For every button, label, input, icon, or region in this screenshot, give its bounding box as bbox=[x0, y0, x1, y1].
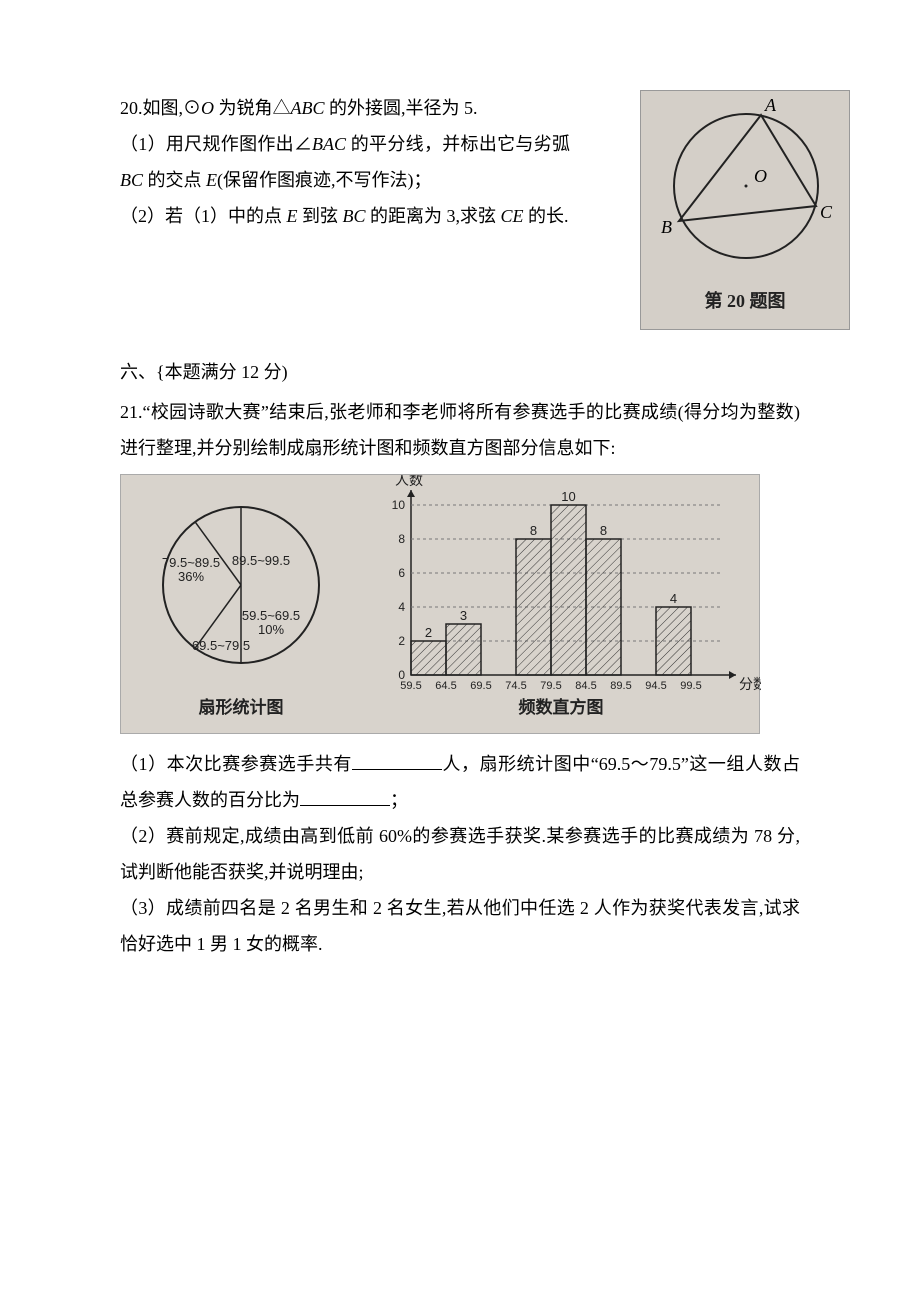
q21-part1: （1）本次比赛参赛选手共有人，扇形统计图中“69.5～79.5”这一组人数占总参… bbox=[120, 746, 800, 818]
q21-part3: （3）成绩前四名是 2 名男生和 2 名女生,若从他们中任选 2 人作为获奖代表… bbox=[120, 890, 800, 962]
q21-p1-a: （1）本次比赛参赛选手共有 bbox=[120, 754, 352, 774]
label-b: B bbox=[661, 217, 672, 237]
q20-p1-d: (保留作图痕迹,不写作法)； bbox=[217, 170, 432, 190]
svg-text:4: 4 bbox=[670, 591, 677, 606]
pie-chart: 89.5~99.5 59.5~69.510% 69.5~79.5 79.5~89.53… bbox=[121, 475, 361, 705]
q20-E: E bbox=[206, 170, 217, 190]
q20-stem-a: 20.如图,⊙ bbox=[120, 98, 201, 118]
q20-BC: BC bbox=[120, 170, 143, 190]
svg-text:6: 6 bbox=[398, 566, 405, 580]
q20-stem: 20.如图,⊙O 为锐角△ABC 的外接圆,半径为 5. bbox=[120, 90, 570, 126]
svg-text:89.5~99.5: 89.5~99.5 bbox=[232, 553, 290, 568]
q20-part2: （2）若（1）中的点 E 到弦 BC 的距离为 3,求弦 CE 的长. bbox=[120, 198, 570, 234]
q21-p1-c: ； bbox=[390, 790, 408, 810]
q20-p1-a: （1）用尺规作图作出∠ bbox=[120, 134, 312, 154]
svg-text:69.5~79.5: 69.5~79.5 bbox=[192, 638, 250, 653]
q20-ABC: ABC bbox=[291, 98, 325, 118]
histogram-chart: 024681059.564.569.574.579.584.589.594.59… bbox=[361, 475, 761, 705]
q20-E2: E bbox=[287, 206, 298, 226]
q20-text: 20.如图,⊙O 为锐角△ABC 的外接圆,半径为 5. （1）用尺规作图作出∠… bbox=[120, 90, 570, 234]
svg-text:3: 3 bbox=[460, 608, 467, 623]
histogram-panel: 024681059.564.569.574.579.584.589.594.59… bbox=[361, 475, 761, 733]
q21-part2: （2）赛前规定,成绩由高到低前 60%的参赛选手获奖.某参赛选手的比赛成绩为 7… bbox=[120, 818, 800, 890]
svg-text:人数: 人数 bbox=[395, 475, 423, 489]
q20-CE: CE bbox=[501, 206, 524, 226]
question-21: 21.“校园诗歌大赛”结束后,张老师和李老师将所有参赛选手的比赛成绩(得分均为整… bbox=[120, 394, 800, 962]
section-6-header: 六、{本题满分 12 分) bbox=[120, 354, 800, 390]
center-o-dot bbox=[745, 185, 748, 188]
q20-p2-c: 的距离为 3,求弦 bbox=[366, 206, 501, 226]
q20-p2-a: （2）若（1）中的点 bbox=[120, 206, 287, 226]
q20-BC2: BC bbox=[343, 206, 366, 226]
hist-caption: 频数直方图 bbox=[361, 691, 761, 725]
q20-p1-b: 的平分线，并标出它与劣弧 bbox=[346, 134, 570, 154]
q20-figure: A B C O 第 20 题图 bbox=[640, 90, 850, 330]
svg-text:4: 4 bbox=[398, 600, 405, 614]
svg-text:2: 2 bbox=[425, 625, 432, 640]
svg-text:8: 8 bbox=[600, 523, 607, 538]
q21-stem: 21.“校园诗歌大赛”结束后,张老师和李老师将所有参赛选手的比赛成绩(得分均为整… bbox=[120, 394, 800, 466]
svg-text:79.5~89.5: 79.5~89.5 bbox=[162, 555, 220, 570]
svg-text:8: 8 bbox=[530, 523, 537, 538]
svg-text:2: 2 bbox=[398, 634, 405, 648]
label-o: O bbox=[754, 166, 767, 186]
q20-p2-b: 到弦 bbox=[298, 206, 343, 226]
q20-part1: （1）用尺规作图作出∠BAC 的平分线，并标出它与劣弧 BC 的交点 E(保留作… bbox=[120, 126, 570, 198]
q20-O: O bbox=[201, 98, 214, 118]
svg-text:10%: 10% bbox=[258, 622, 284, 637]
q20-stem-c: 的外接圆,半径为 5. bbox=[325, 98, 478, 118]
pie-chart-panel: 89.5~99.5 59.5~69.510% 69.5~79.5 79.5~89.53… bbox=[121, 475, 361, 733]
q20-circle-diagram: A B C O bbox=[641, 91, 851, 291]
q20-p2-d: 的长. bbox=[524, 206, 569, 226]
svg-text:10: 10 bbox=[392, 498, 406, 512]
q20-figure-caption: 第 20 题图 bbox=[641, 283, 849, 319]
blank-percent[interactable] bbox=[300, 788, 390, 806]
svg-text:36%: 36% bbox=[178, 569, 204, 584]
pie-caption: 扇形统计图 bbox=[121, 691, 361, 725]
question-20: 20.如图,⊙O 为锐角△ABC 的外接圆,半径为 5. （1）用尺规作图作出∠… bbox=[120, 90, 800, 234]
q21-figures: 89.5~99.559.5~69.510%69.5~79.579.5~89.53… bbox=[120, 474, 760, 734]
label-a: A bbox=[764, 95, 777, 115]
q20-p1-c: 的交点 bbox=[148, 170, 207, 190]
label-c: C bbox=[820, 202, 833, 222]
svg-text:59.5~69.5: 59.5~69.5 bbox=[242, 608, 300, 623]
svg-text:8: 8 bbox=[398, 532, 405, 546]
q20-stem-b: 为锐角△ bbox=[214, 98, 291, 118]
q20-BAC: BAC bbox=[312, 134, 346, 154]
blank-total-count[interactable] bbox=[352, 752, 442, 770]
svg-text:10: 10 bbox=[561, 489, 575, 504]
